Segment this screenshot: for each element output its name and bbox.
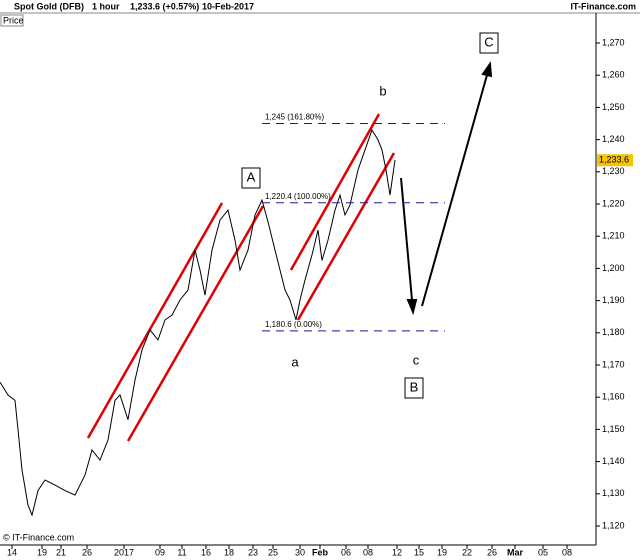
fib-label: 1,245 (161.80%) [265, 113, 324, 122]
y-tick-label: 1,220 [602, 198, 625, 208]
arrow-head [406, 299, 418, 316]
x-tick-label: 14 [7, 547, 17, 557]
arrow [421, 74, 488, 307]
x-tick-label: 19 [437, 547, 447, 557]
x-tick-label: 05 [538, 547, 548, 557]
price-box [0, 14, 24, 27]
x-tick-label: 08 [562, 547, 572, 557]
x-tick-label: 16 [201, 547, 211, 557]
wave-label: C [484, 34, 493, 49]
y-tick-label: 1,190 [602, 295, 625, 305]
y-tick-label: 1,120 [602, 520, 625, 530]
x-tick-label: 19 [37, 547, 47, 557]
x-tick-label: 21 [56, 547, 66, 557]
last-price: 1,233.6 [599, 155, 629, 165]
x-tick-label: 22 [462, 547, 472, 557]
wave-box [241, 167, 261, 189]
channel-line [296, 152, 396, 321]
y-tick-label: 1,180 [602, 327, 625, 337]
y-tick-label: 1,230 [602, 166, 625, 176]
y-tick-label: 1,130 [602, 488, 625, 498]
channel-line [289, 113, 381, 271]
y-tick-label: 1,170 [602, 359, 625, 369]
x-tick-label: Mar [507, 547, 524, 557]
x-tick-label: Feb [312, 547, 329, 557]
x-tick-label: 30 [295, 547, 305, 557]
y-label: Price [3, 15, 24, 25]
y-tick-label: 1,200 [602, 263, 625, 273]
y-tick-label: 1,160 [602, 392, 625, 402]
x-tick-label: 26 [82, 547, 92, 557]
x-tick-label: 06 [341, 547, 351, 557]
x-tick-label: 09 [155, 547, 165, 557]
date: 10-Feb-2017 [202, 1, 254, 11]
y-tick-label: 1,150 [602, 424, 625, 434]
chart-title: Spot Gold (DFB) [14, 1, 84, 11]
fib-label: 1,180.6 (0.00%) [265, 320, 322, 329]
fib-label: 1,220.4 (100.00%) [265, 192, 331, 201]
x-tick-label: 11 [177, 547, 186, 557]
wave-label: B [410, 379, 419, 394]
source: IT-Finance.com [570, 1, 636, 11]
wave-box [479, 32, 499, 54]
wave-label: b [379, 83, 386, 98]
last-price-box [597, 154, 633, 167]
x-tick-label: 2017 [114, 547, 134, 557]
y-tick-label: 1,240 [602, 134, 625, 144]
y-tick-label: 1,210 [602, 231, 625, 241]
channels [86, 113, 396, 442]
x-tick-label: 26 [487, 547, 497, 557]
y-tick-label: 1,140 [602, 456, 625, 466]
interval: 1 hour [92, 1, 120, 11]
price-line [0, 128, 396, 517]
wave-label: c [413, 352, 420, 367]
y-tick-label: 1,260 [602, 70, 625, 80]
x-tick-label: 25 [268, 547, 278, 557]
copyright: © IT-Finance.com [3, 532, 74, 542]
arrow [400, 177, 413, 301]
y-tick-label: 1,250 [602, 102, 625, 112]
quote: 1,233.6 (+0.57%) [130, 1, 199, 11]
x-tick-label: 08 [363, 547, 373, 557]
x-tick-label: 12 [392, 547, 402, 557]
x-tick-label: 15 [414, 547, 424, 557]
arrows [400, 61, 493, 316]
arrow-head [481, 61, 493, 78]
wave-label: a [291, 354, 299, 369]
channel-line [86, 202, 224, 439]
channel-line [126, 205, 265, 442]
wave-label: A [247, 169, 256, 184]
x-tick-label: 23 [248, 547, 258, 557]
y-tick-label: 1,270 [602, 37, 625, 47]
wave-box [404, 377, 424, 399]
x-tick-label: 18 [224, 547, 234, 557]
